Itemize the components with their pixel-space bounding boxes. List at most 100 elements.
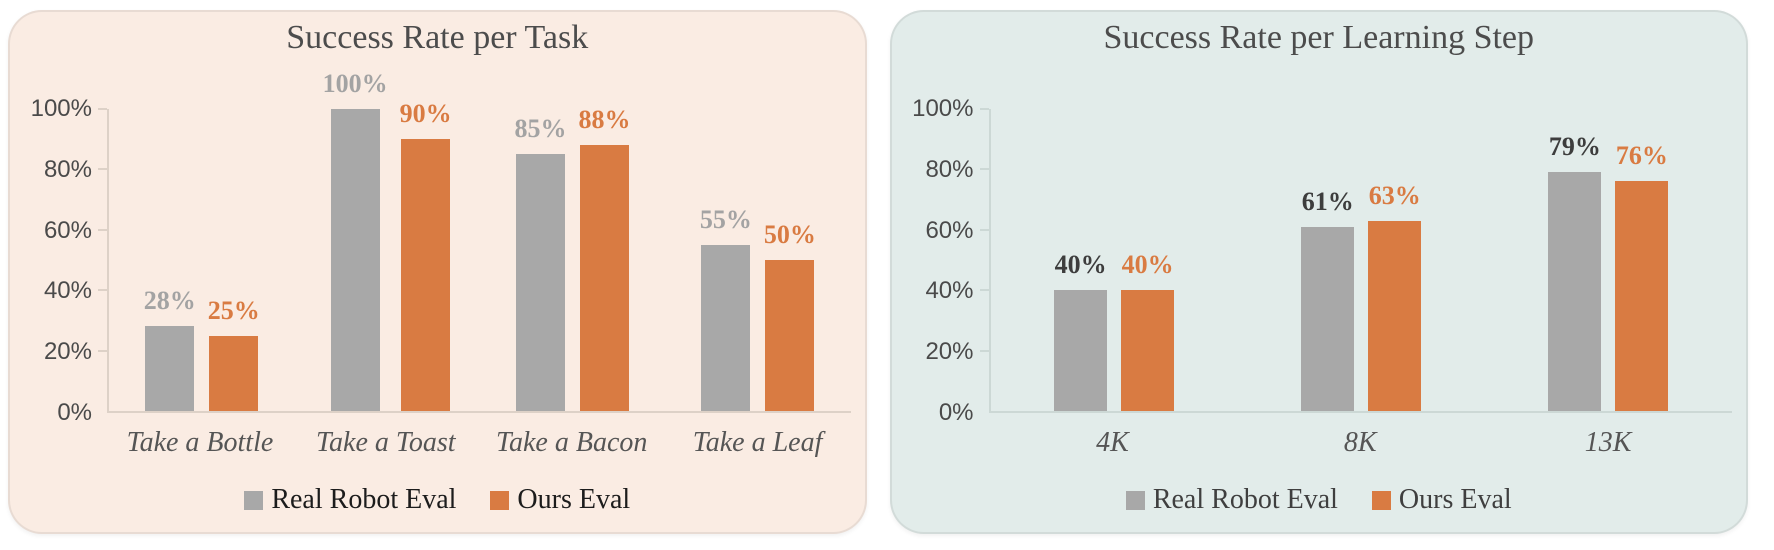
bar-wrap: 55% [700,109,752,411]
y-axis: 0% 20% 40% 60% 80% 100% [10,95,107,426]
x-axis-label: 13K [1584,427,1632,458]
chart-body: 0% 20% 40% 60% 80% 100% 40% 40% 61% 63% 79% 76% [892,95,1747,426]
y-tick-label: 0% [57,399,92,426]
bar [1615,181,1669,411]
bar-value-label: 61% [1301,186,1354,216]
y-axis: 0% 20% 40% 60% 80% 100% [892,95,989,426]
bar-wrap: 40% [1054,109,1108,411]
legend-label: Ours Eval [517,484,631,515]
chart-title: Success Rate per Task [286,19,589,56]
bar-group: 85% 88% [480,105,665,411]
y-tick-label: 40% [925,277,974,305]
bar-value-label: 85% [514,114,567,144]
plot-area: 40% 40% 61% 63% 79% 76% [979,108,1733,413]
bar [765,260,815,411]
bar-group: 79% 76% [1485,109,1732,411]
bar-wrap: 63% [1368,109,1422,411]
y-tick-label: 0% [938,399,974,426]
bar-groups: 40% 40% 61% 63% 79% 76% [991,109,1733,411]
y-tick-mark [98,289,107,292]
y-tick-mark [98,108,107,110]
bar-value-label: 90% [399,99,452,129]
chart-title: Success Rate per Learning Step [1103,19,1535,56]
bar [1548,172,1602,411]
y-tick-mark [979,289,989,292]
x-axis-label: Take a Leaf [692,427,823,458]
legend-label: Ours Eval [1398,484,1512,515]
chart-card-success-rate-per-learning-step: Success Rate per Learning Step 0% 20% 40% 6… [889,10,1748,534]
legend-item: Real Robot Eval [1125,484,1338,516]
x-axis-labels: 4K 8K 13K [989,427,1733,467]
x-axis-labels: Take a Bottle Take a Toast Take a Bacon Tak… [107,427,851,467]
y-tick-mark [979,349,989,352]
bar-wrap: 100% [323,69,388,411]
legend-swatch-icon [1371,490,1391,510]
y-tick-label: 20% [43,338,92,366]
chart-card-success-rate-per-task: Success Rate per Task 0% 20% 40% 60% 80% 100%… [8,10,867,534]
bar-value-label: 25% [207,295,260,325]
bar [401,139,451,411]
plot-area: 28% 25% 100% 90% 85% 88% 55% 50% [98,69,851,413]
bar-group: 61% 63% [1238,109,1485,411]
legend-swatch-icon [1125,490,1145,510]
bar-wrap: 28% [144,109,196,411]
bar [1301,226,1355,411]
y-tick-mark [98,349,107,352]
bar [145,326,195,411]
page: Success Rate per Task 0% 20% 40% 60% 80% 100%… [8,10,1748,534]
x-axis-label: 4K [1096,427,1129,458]
bar [1121,290,1175,411]
y-tick-mark [98,168,107,171]
bar-wrap: 25% [208,109,260,411]
bar-wrap: 88% [578,105,630,411]
x-axis-label: Take a Toast [316,427,456,458]
bar-value-label: 88% [578,105,631,135]
legend-item: Real Robot Eval [244,484,456,516]
bar [579,145,629,411]
x-axis-label: Take a Bottle [126,427,274,458]
bar-value-label: 100% [322,69,388,98]
bar-value-label: 40% [1121,250,1174,280]
bar-value-label: 28% [143,286,196,316]
bar-group: 28% 25% [109,109,294,411]
y-tick-mark [979,228,989,231]
legend-item: Ours Eval [1371,484,1512,516]
x-axis-label: Take a Bacon [495,427,648,458]
bar-group: 40% 40% [991,109,1238,411]
y-tick-label: 100% [30,95,92,122]
legend: Real Robot Eval Ours Eval [10,481,865,519]
bar-value-label: 79% [1548,132,1601,162]
y-tick-label: 60% [43,216,92,244]
bar-wrap: 61% [1301,109,1355,411]
bar [1054,290,1108,411]
bar-value-label: 76% [1615,141,1668,171]
y-tick-label: 20% [925,338,974,366]
legend-label: Real Robot Eval [271,484,457,515]
y-tick-label: 100% [912,95,974,122]
bar-group: 100% 90% [294,69,479,411]
bar [1368,220,1422,411]
bar [515,154,565,411]
y-tick-label: 80% [925,155,974,183]
bar-wrap: 50% [764,109,816,411]
y-tick-mark [979,108,989,110]
bar-wrap: 40% [1121,109,1175,411]
legend: Real Robot Eval Ours Eval [892,481,1747,519]
y-tick-label: 40% [43,277,92,305]
bar-value-label: 40% [1054,250,1107,280]
y-tick-label: 60% [925,216,974,244]
x-axis-label: 8K [1343,427,1377,458]
bar-wrap: 90% [400,99,452,411]
bar-value-label: 63% [1368,180,1421,210]
bar-groups: 28% 25% 100% 90% 85% 88% 55% 50% [109,69,851,411]
legend-item: Ours Eval [490,484,630,516]
legend-label: Real Robot Eval [1152,484,1338,515]
bar-group: 55% 50% [665,109,850,411]
bar [330,109,380,411]
bar-wrap: 79% [1548,109,1602,411]
y-tick-label: 80% [43,155,92,183]
legend-swatch-icon [244,490,264,510]
legend-swatch-icon [490,490,510,510]
bar [701,244,751,411]
y-tick-mark [979,168,989,171]
